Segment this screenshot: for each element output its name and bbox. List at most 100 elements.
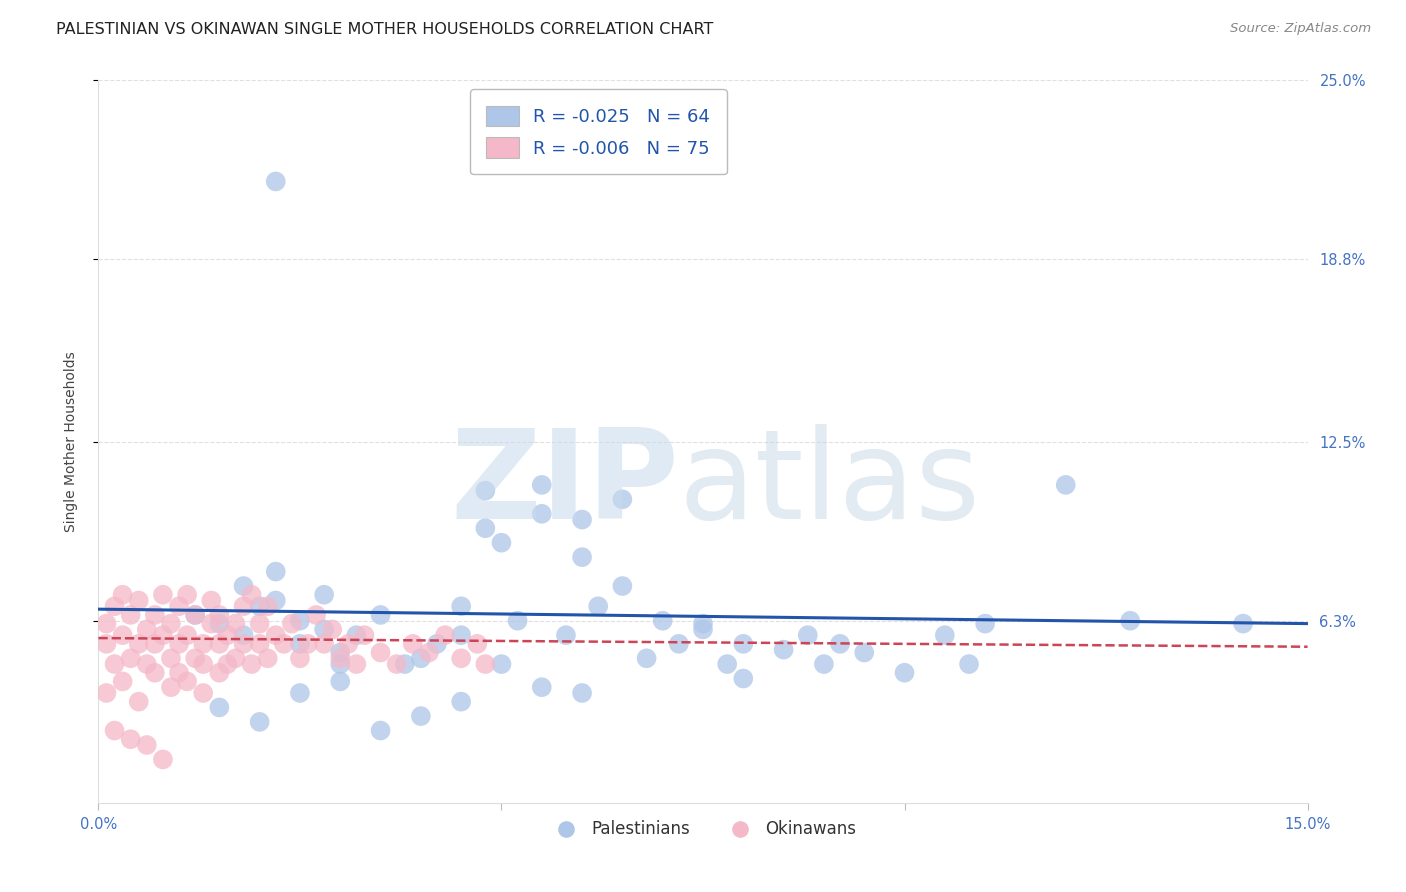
Point [288,686,311,700]
Point [224,651,246,665]
Text: ZIP: ZIP [450,425,679,545]
Point [329,646,352,660]
Point [128,695,150,709]
Point [135,623,157,637]
Point [491,657,513,671]
Point [120,607,142,622]
Point [208,637,231,651]
Point [893,665,915,680]
Point [450,695,472,709]
Point [128,637,150,651]
Text: PALESTINIAN VS OKINAWAN SINGLE MOTHER HOUSEHOLDS CORRELATION CHART: PALESTINIAN VS OKINAWAN SINGLE MOTHER HO… [56,22,714,37]
Point [370,607,392,622]
Point [96,616,118,631]
Point [96,686,118,700]
Point [217,657,239,671]
Text: atlas: atlas [679,425,981,545]
Point [853,646,876,660]
Point [152,628,174,642]
Point [934,628,956,642]
Text: Source: ZipAtlas.com: Source: ZipAtlas.com [1230,22,1371,36]
Point [176,674,198,689]
Point [143,665,166,680]
Point [217,628,239,642]
Point [152,588,174,602]
Point [111,588,134,602]
Point [329,674,352,689]
Point [176,628,198,642]
Point [184,607,207,622]
Point [176,588,198,602]
Point [167,637,190,651]
Point [957,657,980,671]
Point [264,174,287,188]
Point [111,628,134,642]
Point [232,637,254,651]
Point [1119,614,1142,628]
Point [571,686,593,700]
Point [370,723,392,738]
Point [288,614,311,628]
Point [200,616,222,631]
Point [128,593,150,607]
Point [249,637,271,651]
Point [208,607,231,622]
Point [314,637,336,651]
Point [1232,616,1254,631]
Point [314,623,336,637]
Point [716,657,738,671]
Point [103,723,125,738]
Point [612,579,634,593]
Point [450,599,472,614]
Point [465,637,488,651]
Point [450,651,472,665]
Point [135,657,157,671]
Point [167,665,190,680]
Legend: Palestinians, Okinawans: Palestinians, Okinawans [543,814,863,845]
Point [409,651,432,665]
Point [402,637,425,651]
Point [281,616,304,631]
Point [232,579,254,593]
Point [329,651,352,665]
Point [636,651,658,665]
Point [305,607,328,622]
Point [224,616,246,631]
Point [256,651,278,665]
Point [264,565,287,579]
Point [143,607,166,622]
Point [135,738,157,752]
Point [733,637,755,651]
Point [474,521,496,535]
Point [103,599,125,614]
Point [193,637,215,651]
Point [586,599,609,614]
Point [160,651,183,665]
Point [120,732,142,747]
Point [828,637,851,651]
Point [530,680,553,694]
Point [530,478,553,492]
Point [668,637,690,651]
Point [256,599,278,614]
Point [297,637,319,651]
Point [337,637,360,651]
Point [571,550,593,565]
Point [111,674,134,689]
Point [143,637,166,651]
Point [651,614,673,628]
Point [193,657,215,671]
Point [813,657,835,671]
Point [184,651,207,665]
Point [426,637,449,651]
Point [200,593,222,607]
Point [208,665,231,680]
Point [288,637,311,651]
Point [264,593,287,607]
Point [612,492,634,507]
Point [232,628,254,642]
Point [474,483,496,498]
Point [434,628,457,642]
Point [264,628,287,642]
Point [370,646,392,660]
